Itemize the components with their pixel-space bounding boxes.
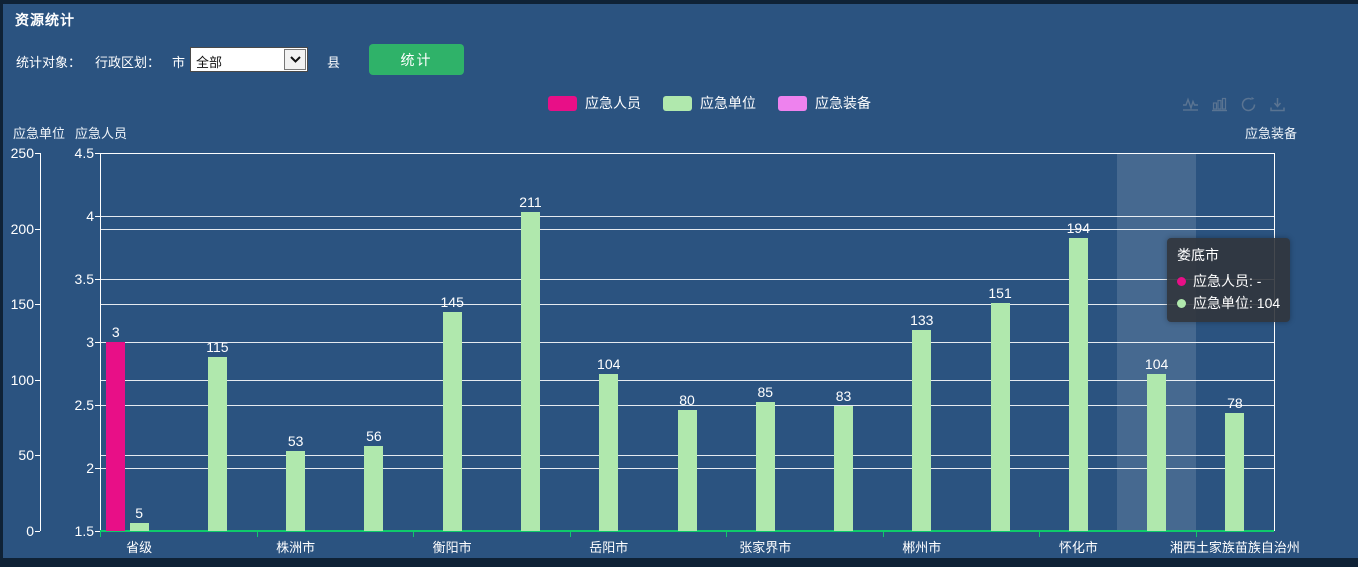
- city-select[interactable]: 全部: [190, 47, 308, 72]
- y-axis-name-equipment: 应急装备: [1245, 126, 1298, 141]
- bar-应急人员-省级[interactable]: [106, 342, 126, 531]
- y-axis-name-personnel: 应急人员: [75, 126, 128, 141]
- bar-应急单位-湘西土家族苗族自治州[interactable]: [1225, 413, 1245, 531]
- bar-应急单位-永州市[interactable]: [990, 302, 1010, 531]
- tooltip-dot-personnel: [1177, 276, 1186, 286]
- bar-应急单位-邵阳市[interactable]: [520, 211, 540, 531]
- chart-toolbox: [1182, 96, 1286, 113]
- y-axis-name-unit: 应急单位: [13, 126, 66, 141]
- refresh-icon[interactable]: [1240, 96, 1257, 113]
- county-label: 县: [327, 55, 341, 70]
- filter-bar: 统计对象： 行政区划： 市 全部 县 统计: [0, 43, 1358, 79]
- legend-label-equipment: 应急装备: [815, 95, 871, 111]
- bar-应急单位-岳阳市[interactable]: [599, 373, 619, 531]
- bar-应急单位-长沙市[interactable]: [207, 357, 227, 531]
- page-title: 资源统计: [15, 12, 75, 28]
- tooltip-row-unit: 应急单位: 104: [1177, 292, 1280, 314]
- statistics-button[interactable]: 统计: [369, 44, 464, 75]
- download-icon[interactable]: [1269, 96, 1286, 113]
- statistics-object-label: 统计对象：: [16, 55, 82, 70]
- tooltip-title: 娄底市: [1177, 247, 1219, 263]
- chart-legend: 应急人员 应急单位 应急装备: [548, 93, 871, 113]
- bar-应急单位-省级[interactable]: [129, 523, 149, 531]
- tooltip-dot-unit: [1177, 298, 1186, 308]
- administrative-division-label: 行政区划：: [95, 55, 161, 70]
- bar-应急单位-衡阳市[interactable]: [442, 311, 462, 531]
- bar-应急单位-湘潭市[interactable]: [364, 446, 384, 531]
- tooltip-text-personnel: 应急人员: -: [1193, 273, 1262, 289]
- chart-tooltip: 娄底市 应急人员: - 应急单位: 104: [1167, 238, 1291, 322]
- bar-应急单位-株洲市[interactable]: [286, 450, 306, 531]
- bar-应急单位-怀化市[interactable]: [1068, 237, 1088, 531]
- bar-应急单位-张家界市[interactable]: [755, 402, 775, 531]
- bar-chart-icon[interactable]: [1211, 96, 1228, 113]
- bar-应急单位-娄底市[interactable]: [1147, 373, 1167, 531]
- chevron-down-icon: [284, 49, 306, 70]
- bar-应急单位-常德市[interactable]: [677, 410, 697, 531]
- city-label: 市: [172, 55, 186, 70]
- legend-swatch-equipment: [778, 95, 807, 111]
- legend-label-unit: 应急单位: [700, 95, 756, 111]
- legend-item-emergency-unit[interactable]: 应急单位: [663, 93, 756, 113]
- line-chart-icon[interactable]: [1182, 96, 1199, 113]
- bar-应急单位-益阳市[interactable]: [834, 405, 854, 531]
- legend-item-emergency-equipment[interactable]: 应急装备: [778, 93, 871, 113]
- city-select-value: 全部: [196, 55, 223, 70]
- legend-swatch-personnel: [548, 95, 577, 111]
- legend-item-emergency-personnel[interactable]: 应急人员: [548, 93, 641, 113]
- legend-swatch-unit: [663, 95, 692, 111]
- tooltip-row-personnel: 应急人员: -: [1177, 270, 1280, 292]
- tooltip-text-unit: 应急单位: 104: [1193, 295, 1281, 311]
- bar-应急单位-郴州市[interactable]: [912, 329, 932, 531]
- legend-label-personnel: 应急人员: [585, 95, 641, 111]
